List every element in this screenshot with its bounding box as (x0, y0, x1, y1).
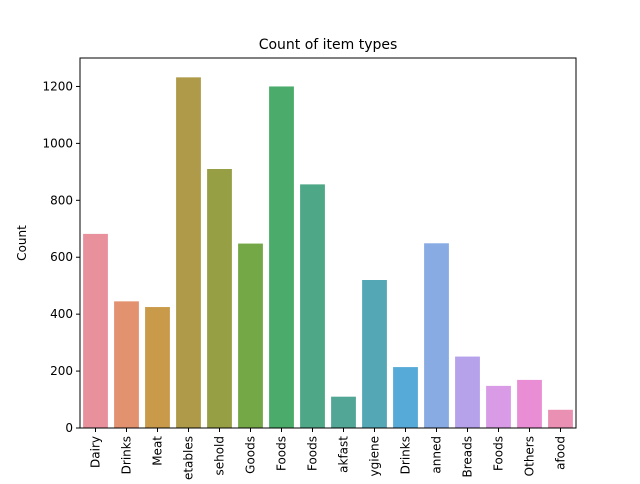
x-tick-label-4: sehold (213, 436, 227, 476)
bar-2 (145, 307, 170, 428)
x-tick-label-5: Goods (244, 436, 258, 474)
bar-14 (517, 379, 542, 428)
bar-5 (238, 243, 263, 428)
x-tick-label-8: akfast (337, 436, 351, 473)
bar-1 (114, 301, 139, 428)
y-tick-label-4: 800 (50, 193, 73, 207)
x-tick-label-6: Foods (275, 436, 289, 471)
x-tick-label-9: ygiene (368, 436, 382, 476)
bar-3 (176, 77, 201, 428)
bar-8 (331, 396, 356, 428)
y-tick-label-6: 1200 (42, 79, 73, 93)
bar-12 (455, 356, 480, 428)
x-tick-label-1: Drinks (120, 436, 134, 474)
x-tick-label-12: Breads (461, 436, 475, 478)
x-tick-label-14: Others (523, 436, 537, 476)
y-axis: 0 200 400 600 800 1000 1200 (42, 79, 80, 435)
x-tick-label-0: Dairy (89, 436, 103, 468)
plot-frame (79, 57, 577, 429)
y-tick-label-1: 200 (50, 364, 73, 378)
bar-10 (393, 367, 418, 428)
bars-group (83, 77, 573, 429)
x-tick-label-11: anned (430, 436, 444, 474)
bar-0 (83, 233, 108, 428)
y-tick-label-3: 600 (50, 250, 73, 264)
y-tick-label-2: 400 (50, 307, 73, 321)
x-axis: Dairy Drinks Meat etables sehold Goods Foods Fo… (89, 428, 568, 480)
x-tick-label-7: Foods (306, 436, 320, 471)
x-tick-label-15: afood (554, 436, 568, 470)
y-tick-label-0: 0 (65, 421, 73, 435)
bar-7 (300, 184, 325, 428)
x-tick-label-10: Drinks (399, 436, 413, 474)
y-axis-label: Count (15, 225, 29, 261)
x-tick-label-3: etables (182, 436, 196, 480)
chart-title: Count of item types (259, 37, 398, 53)
bar-9 (362, 280, 387, 428)
y-tick-label-5: 1000 (42, 136, 73, 150)
bar-11 (424, 243, 449, 428)
bar-13 (486, 385, 511, 428)
bar-15 (548, 409, 573, 428)
bar-4 (207, 169, 232, 428)
bar-6 (269, 86, 294, 429)
x-tick-label-13: Foods (492, 436, 506, 471)
x-tick-label-2: Meat (151, 436, 165, 466)
